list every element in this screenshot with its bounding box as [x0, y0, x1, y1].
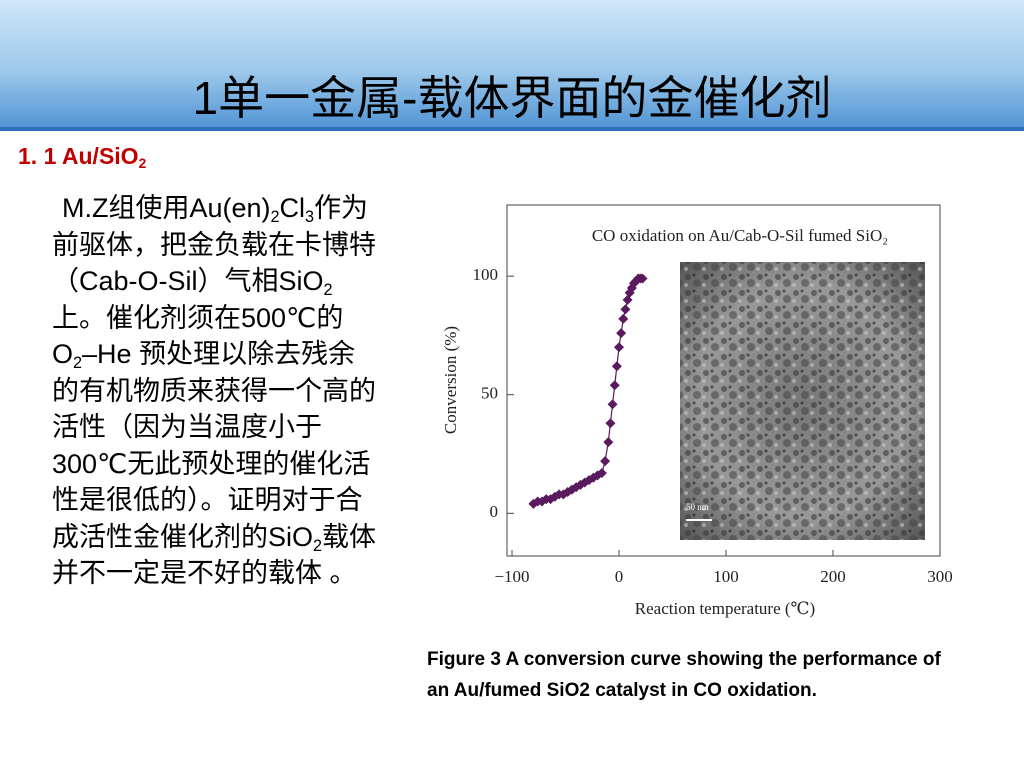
- chart-title: CO oxidation on Au/Cab-O-Sil fumed SiO₂: [592, 226, 888, 245]
- text-run: 上。催化剂须在500℃的O: [52, 302, 344, 370]
- subscript: 2: [270, 207, 280, 226]
- figure-caption: Figure 3 A conversion curve showing the …: [427, 649, 941, 701]
- subscript: 2: [323, 280, 333, 299]
- data-point: [596, 467, 607, 478]
- subscript: 2: [138, 156, 147, 172]
- text-run: 作为前驱体，把金负载在卡博特（Cab-O-Sil）气相SiO: [52, 193, 376, 296]
- data-point: [611, 361, 622, 372]
- subscript: 2: [73, 353, 83, 372]
- text-run: M.Z组使用Au(en): [62, 193, 271, 223]
- scale-label: 50 nm: [686, 502, 709, 512]
- data-point: [618, 313, 629, 324]
- subscript: 2: [313, 536, 323, 555]
- tem-texture: [680, 262, 925, 540]
- x-tick-label: −100: [494, 567, 529, 586]
- subscript: 3: [305, 207, 315, 226]
- text-run: 载体并不一定是不好的载体 。: [52, 521, 377, 589]
- text-run: Cl: [279, 193, 306, 223]
- text-run: –He 预处理以除去残余的有机物质来获得一个高的活性（因为当温度小于300℃无此…: [52, 339, 376, 552]
- data-point: [620, 304, 631, 315]
- data-point: [607, 399, 618, 410]
- data-point: [609, 380, 620, 391]
- chart: 50 nm CO oxidation on Au/Cab-O-Sil fumed…: [441, 204, 953, 618]
- section-heading: 1. 1 Au/SiO2: [18, 143, 147, 172]
- data-point: [637, 273, 648, 284]
- y-axis-label: Conversion (%): [441, 326, 460, 434]
- data-point: [603, 437, 614, 448]
- body-text: M.Z组使用Au(en)2Cl3作为前驱体，把金负载在卡博特（Cab-O-Sil…: [52, 190, 380, 592]
- header-band: [0, 0, 1024, 130]
- data-point: [605, 418, 616, 429]
- y-tick-label: 100: [473, 265, 499, 284]
- y-tick-label: 50: [481, 384, 498, 403]
- x-tick-label: 100: [713, 567, 739, 586]
- x-axis-label: Reaction temperature (℃): [635, 599, 815, 618]
- data-point: [614, 342, 624, 353]
- data-point: [600, 456, 611, 467]
- plot-frame: [506, 204, 941, 557]
- x-tick-label: 0: [615, 567, 624, 586]
- data-point: [616, 328, 627, 339]
- x-tick-label: 200: [820, 567, 846, 586]
- x-tick-label: 300: [927, 567, 953, 586]
- header-rule: [0, 127, 1024, 131]
- slide-title: 1单一金属-载体界面的金催化剂: [192, 72, 832, 124]
- y-tick-label: 0: [490, 502, 499, 521]
- text-run: 1. 1 Au/SiO: [18, 143, 139, 169]
